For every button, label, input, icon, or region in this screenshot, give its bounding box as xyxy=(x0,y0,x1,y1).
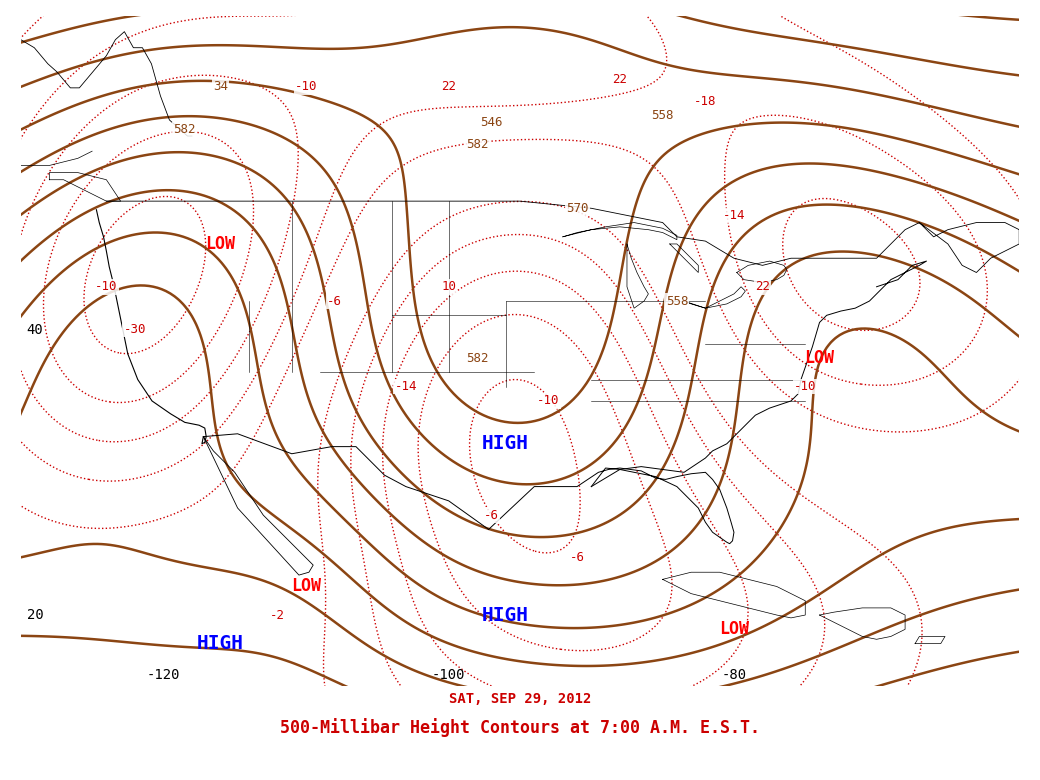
Text: -10: -10 xyxy=(794,380,816,393)
Text: -14: -14 xyxy=(394,380,417,393)
Text: 582: 582 xyxy=(466,352,489,364)
Text: HIGH: HIGH xyxy=(197,634,244,653)
Text: -120: -120 xyxy=(147,668,180,682)
Text: -18: -18 xyxy=(694,94,717,108)
Text: 22: 22 xyxy=(613,73,627,87)
Text: 500-Millibar Height Contours at 7:00 A.M. E.S.T.: 500-Millibar Height Contours at 7:00 A.M… xyxy=(280,718,760,737)
Text: -100: -100 xyxy=(432,668,466,682)
Text: 22: 22 xyxy=(755,280,770,293)
Text: 570: 570 xyxy=(566,202,589,215)
Text: 22: 22 xyxy=(441,80,457,94)
Text: -6: -6 xyxy=(570,551,584,565)
Text: -30: -30 xyxy=(124,323,147,336)
Text: -10: -10 xyxy=(538,395,560,407)
Text: 40: 40 xyxy=(26,323,44,337)
Text: 10: 10 xyxy=(441,280,457,293)
Text: HIGH: HIGH xyxy=(483,605,529,625)
Text: -6: -6 xyxy=(484,509,499,522)
Text: -10: -10 xyxy=(95,280,118,293)
Text: 34: 34 xyxy=(213,80,228,94)
Text: LOW: LOW xyxy=(719,620,749,638)
Text: 20: 20 xyxy=(26,608,44,622)
Text: -2: -2 xyxy=(270,608,285,622)
Text: LOW: LOW xyxy=(206,235,235,253)
Text: -6: -6 xyxy=(328,295,342,307)
Text: -80: -80 xyxy=(722,668,747,682)
Text: 558: 558 xyxy=(666,295,688,307)
Text: SAT, SEP 29, 2012: SAT, SEP 29, 2012 xyxy=(449,692,591,706)
Text: -14: -14 xyxy=(723,209,746,222)
Text: HIGH: HIGH xyxy=(483,434,529,453)
Text: -10: -10 xyxy=(294,80,317,94)
Text: 582: 582 xyxy=(466,137,489,151)
Text: 558: 558 xyxy=(651,109,674,122)
Text: 546: 546 xyxy=(480,116,502,129)
Text: LOW: LOW xyxy=(805,349,834,367)
Text: LOW: LOW xyxy=(291,577,321,595)
Text: 582: 582 xyxy=(174,123,197,136)
